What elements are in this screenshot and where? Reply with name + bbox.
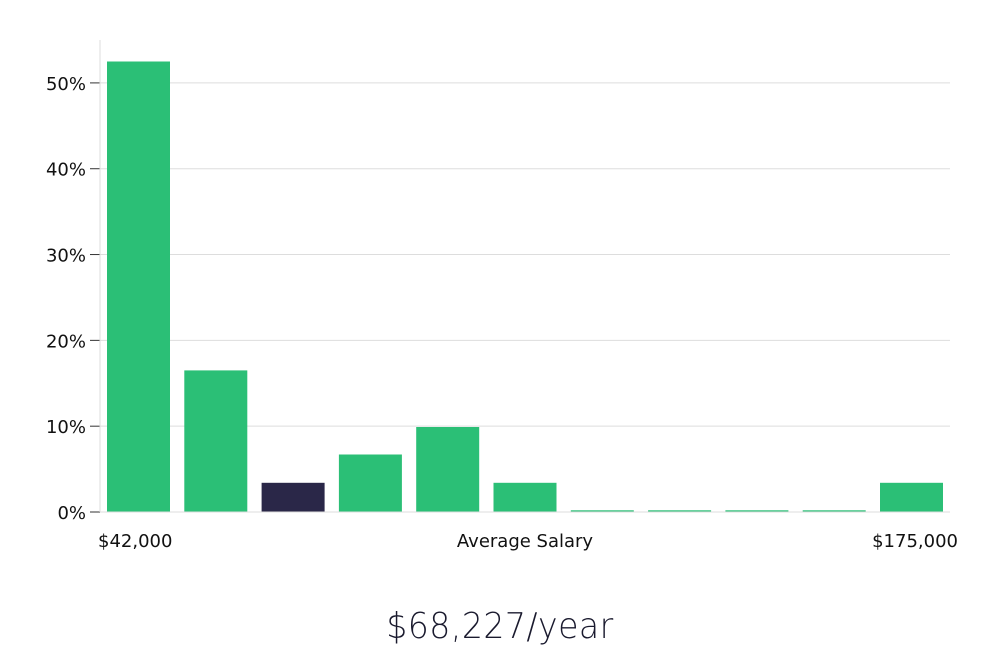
bar-11 bbox=[880, 482, 943, 512]
y-tick-label: 10% bbox=[46, 417, 86, 438]
x-max-label: $175,000 bbox=[872, 531, 958, 552]
axes: 0% 10% 20% 30% 40% 50% bbox=[46, 40, 950, 524]
average-salary-headline: $68,227/year bbox=[386, 606, 614, 647]
y-tick-label: 50% bbox=[46, 74, 86, 95]
bar-2 bbox=[184, 370, 248, 512]
bar-6 bbox=[493, 482, 557, 512]
bar-4 bbox=[338, 454, 402, 512]
bar-10 bbox=[802, 510, 866, 512]
bar-5 bbox=[416, 427, 480, 512]
y-tick-label: 40% bbox=[46, 160, 86, 181]
bar-highlighted bbox=[261, 482, 325, 512]
y-tick-label: 0% bbox=[57, 503, 86, 524]
bar-1 bbox=[107, 61, 170, 512]
y-tick-label: 20% bbox=[46, 331, 86, 352]
grid-lines bbox=[100, 82, 950, 427]
salary-histogram: 0% 10% 20% 30% 40% 50% $42,000 Average Salary… bbox=[46, 40, 958, 552]
x-min-label: $42,000 bbox=[98, 531, 172, 552]
bar-9 bbox=[725, 510, 789, 512]
bar-8 bbox=[648, 510, 712, 512]
x-axis-title: Average Salary bbox=[457, 531, 594, 552]
bars bbox=[107, 61, 943, 512]
bar-7 bbox=[570, 510, 634, 512]
y-tick-label: 30% bbox=[46, 246, 86, 267]
